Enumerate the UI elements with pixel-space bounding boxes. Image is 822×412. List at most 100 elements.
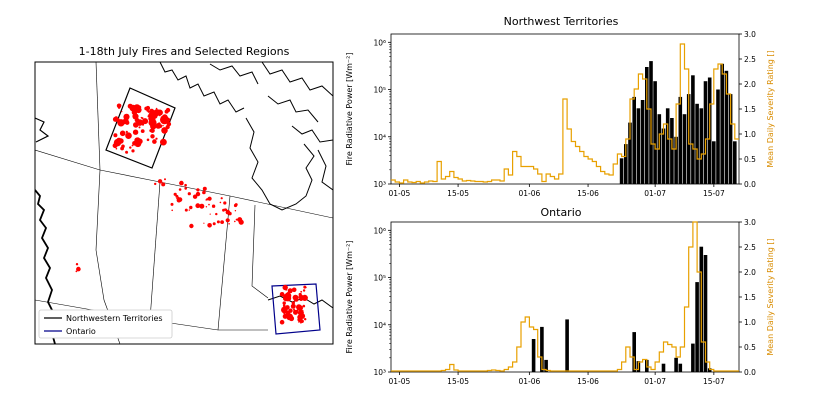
frp-bar (678, 363, 683, 372)
fire-point (153, 113, 158, 117)
fire-point (134, 117, 140, 123)
fire-point (162, 124, 164, 127)
fire-point (176, 197, 178, 200)
x-tick-label: 01-06 (518, 189, 540, 198)
chart-ontario: Ontario 01-05 15-05 01-06 15-06 01-07 15-07 10… (345, 206, 775, 386)
y2-tick-label: 0.0 (744, 180, 756, 189)
fire-point (212, 222, 216, 226)
fire-point (157, 179, 163, 184)
fire-point (184, 187, 187, 190)
y-tick-label: 10³ (373, 180, 386, 189)
y2-tick-label: 0.5 (744, 155, 756, 164)
arctic-island (209, 63, 259, 85)
y2-tick-label: 1.0 (744, 318, 756, 327)
frp-bar (728, 94, 733, 184)
fire-point (302, 304, 306, 308)
x-tick-label: 15-06 (577, 377, 599, 386)
fire-point (291, 301, 295, 305)
fire-point (196, 188, 200, 192)
frp-bar (628, 122, 632, 184)
y-tick-label: 10⁶ (373, 38, 386, 47)
fire-point (115, 147, 118, 150)
fire-point (279, 319, 285, 325)
frp-bar (724, 70, 729, 184)
fire-point (160, 115, 169, 125)
frp-bar (624, 144, 628, 184)
fire-point (187, 192, 191, 196)
frp-bar (544, 359, 548, 372)
fire-point (131, 109, 138, 116)
fire-point (292, 294, 299, 301)
fire-point (282, 313, 288, 319)
fire-point (150, 134, 155, 139)
legend-box (38, 309, 173, 339)
y-tick-label: 10⁵ (373, 274, 386, 283)
fire-point (298, 321, 300, 323)
y-tick-label: 10³ (373, 368, 386, 377)
fire-point (216, 220, 220, 224)
y2-axis-label: Mean Daily Severity Rating [] (766, 238, 775, 355)
fire-point (199, 203, 205, 209)
fire-point (220, 197, 223, 200)
y2-tick-label: 1.5 (744, 105, 756, 114)
frp-bar (695, 103, 699, 184)
frp-bar (699, 108, 704, 184)
x-tick-label: 15-06 (577, 189, 599, 198)
x-tick-label: 01-05 (388, 189, 410, 198)
fire-point (188, 209, 190, 211)
fire-point (131, 149, 135, 153)
fire-point (138, 126, 141, 129)
y-tick-label: 10⁵ (373, 86, 386, 95)
fire-point (203, 222, 205, 224)
fire-point (202, 190, 206, 195)
x-tick-label: 15-05 (447, 377, 469, 386)
frp-bar (540, 326, 544, 372)
fire-point (209, 213, 211, 215)
fire-point (148, 117, 153, 121)
fire-point (220, 220, 225, 225)
frp-bar (632, 332, 636, 372)
fire-point (177, 196, 180, 199)
x-tick-label: 01-06 (518, 377, 540, 386)
manitoba-ontario-border (251, 204, 269, 299)
fire-point (146, 138, 150, 142)
fire-point (171, 209, 173, 212)
y-tick-label: 10⁴ (373, 133, 386, 142)
y2-tick-label: 3.0 (744, 30, 756, 39)
fire-point (282, 301, 286, 305)
fire-point (125, 150, 129, 154)
fire-point (178, 188, 182, 191)
plot-area (390, 221, 740, 373)
fire-point (184, 208, 188, 212)
fire-point (116, 103, 122, 109)
frp-bar (716, 89, 720, 184)
fire-point (118, 122, 123, 126)
fire-point (125, 132, 132, 139)
frp-bar (661, 363, 666, 372)
fire-point (195, 191, 201, 197)
arctic-island (267, 95, 319, 123)
fire-point (225, 218, 230, 223)
frp-bar (691, 75, 695, 184)
x-tick-label: 01-05 (388, 377, 410, 386)
fire-point (207, 196, 212, 201)
frp-bar (619, 158, 624, 184)
frp-bar (645, 67, 649, 184)
fire-point (205, 206, 208, 208)
frp-bar (632, 96, 636, 184)
frp-bar (707, 368, 712, 372)
fire-point (189, 223, 194, 229)
x-tick-label: 01-07 (644, 189, 666, 198)
y-tick-label: 10⁶ (373, 226, 386, 235)
frp-bar (670, 118, 674, 184)
chart-northwest-territories: Northwest Territories 01-05 15-05 01-06 15-… (345, 15, 775, 198)
fire-point (288, 315, 295, 322)
pacific-coastline (35, 189, 56, 344)
fire-point (75, 270, 78, 273)
fire-point (160, 138, 167, 146)
fire-point (120, 146, 124, 151)
axes: 01-05 15-05 01-06 15-06 01-07 15-07 10³ 10⁴ 10⁵ 1… (373, 218, 756, 386)
fire-point (208, 203, 210, 206)
frp-bar (703, 81, 708, 184)
axes: 01-05 15-05 01-06 15-06 01-07 15-07 10³ 10⁴ 10⁵ 1… (373, 30, 756, 198)
